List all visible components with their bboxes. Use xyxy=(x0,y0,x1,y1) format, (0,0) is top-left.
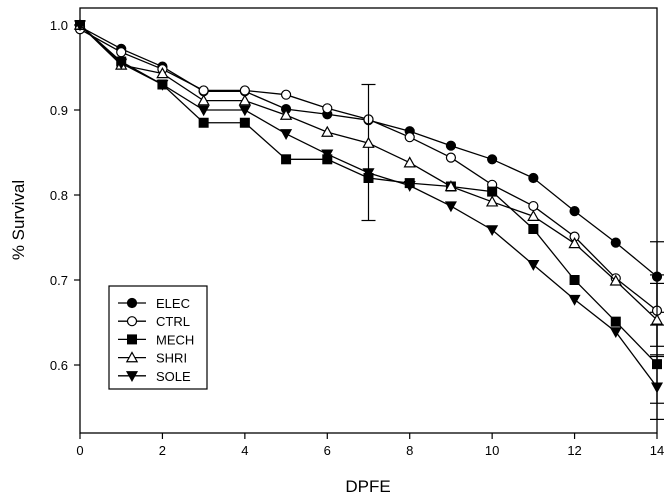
data-point-ctrl xyxy=(280,89,292,100)
data-point-ctrl xyxy=(445,152,457,163)
data-point-shri xyxy=(650,313,664,325)
legend-label-sole: SOLE xyxy=(156,369,191,384)
data-point-sole xyxy=(197,105,210,117)
data-point-mech xyxy=(198,117,209,128)
x-tick-label: 10 xyxy=(485,443,499,458)
data-point-shri xyxy=(238,94,252,106)
data-point-mech xyxy=(610,316,621,327)
legend-item-sole: SOLE xyxy=(118,369,191,384)
x-tick-label: 8 xyxy=(406,443,413,458)
data-point-ctrl xyxy=(239,85,250,96)
data-point-ctrl xyxy=(116,47,127,58)
data-point-shri xyxy=(197,94,210,106)
data-point-elec xyxy=(528,172,539,184)
data-point-sole xyxy=(568,294,581,306)
data-point-ctrl xyxy=(322,103,333,114)
data-point-shri xyxy=(444,180,458,192)
x-tick-label: 0 xyxy=(76,443,83,458)
legend-marker-shri xyxy=(125,351,139,363)
y-tick-label: 0.7 xyxy=(50,273,68,288)
data-point-sole xyxy=(609,327,622,339)
data-point-shri xyxy=(156,67,169,79)
data-point-shri xyxy=(527,209,540,221)
data-point-sole xyxy=(238,105,251,117)
data-point-mech xyxy=(569,275,580,285)
x-tick-label: 6 xyxy=(324,443,331,458)
legend-item-elec: ELEC xyxy=(118,296,190,311)
data-point-shri xyxy=(403,156,416,168)
series-shri xyxy=(73,18,664,358)
data-point-sole xyxy=(321,149,334,161)
x-tick-label: 4 xyxy=(241,443,248,458)
data-point-elec xyxy=(445,140,457,151)
plot-area xyxy=(79,7,658,434)
series-layer xyxy=(73,18,664,420)
legend-marker-ctrl xyxy=(126,316,138,327)
legend-marker-elec xyxy=(126,297,138,309)
y-tick-label: 0.8 xyxy=(50,188,68,203)
data-point-sole xyxy=(486,225,499,237)
data-point-ctrl xyxy=(528,200,539,212)
legend-item-shri: SHRI xyxy=(118,351,187,366)
legend-marker-mech xyxy=(127,334,137,345)
legend-item-ctrl: CTRL xyxy=(118,314,190,329)
legend-item-mech: MECH xyxy=(118,332,194,347)
y-tick-label: 1.0 xyxy=(50,18,68,33)
data-point-mech xyxy=(239,117,250,128)
x-tick-label: 14 xyxy=(650,443,664,458)
data-point-sole xyxy=(362,168,375,180)
y-tick-label: 0.6 xyxy=(50,358,68,373)
data-point-sole xyxy=(156,79,169,91)
x-tick-label: 2 xyxy=(159,443,166,458)
data-point-sole xyxy=(444,201,457,213)
data-point-mech xyxy=(281,154,292,165)
data-point-sole xyxy=(650,382,664,394)
legend-marker-sole xyxy=(125,371,139,383)
legend: ELEC CTRL MECH SHRI SOLE xyxy=(108,285,208,390)
data-point-shri xyxy=(568,237,581,249)
legend-label-mech: MECH xyxy=(156,332,194,347)
data-point-shri xyxy=(609,274,622,286)
data-point-ctrl xyxy=(198,85,209,96)
data-point-sole xyxy=(403,181,416,192)
plot-frame xyxy=(79,7,658,434)
data-point-mech xyxy=(528,224,539,234)
data-point-shri xyxy=(321,125,334,137)
data-point-sole xyxy=(73,20,87,32)
x-tick-label: 12 xyxy=(567,443,581,458)
x-axis-label: DPFE xyxy=(345,477,390,496)
data-point-elec xyxy=(610,237,621,248)
y-tick-label: 0.9 xyxy=(50,103,68,118)
legend-label-ctrl: CTRL xyxy=(156,314,190,329)
data-point-shri xyxy=(485,195,499,207)
y-axis-label: % Survival xyxy=(9,180,28,260)
data-point-sole xyxy=(527,260,540,271)
legend-label-shri: SHRI xyxy=(156,351,187,366)
axes: 0 2 4 6 8 10 12 14 0.6 0.7 0.8 0.9 1.0 xyxy=(50,18,664,458)
data-point-shri xyxy=(362,136,375,148)
data-point-shri xyxy=(279,108,293,120)
data-point-sole xyxy=(280,129,293,141)
data-point-sole xyxy=(115,58,128,70)
data-point-mech xyxy=(487,186,498,197)
series-sole xyxy=(73,20,664,420)
data-point-ctrl xyxy=(404,132,415,143)
data-point-elec xyxy=(487,154,498,165)
data-point-elec xyxy=(569,206,580,217)
legend-label-elec: ELEC xyxy=(156,296,190,311)
